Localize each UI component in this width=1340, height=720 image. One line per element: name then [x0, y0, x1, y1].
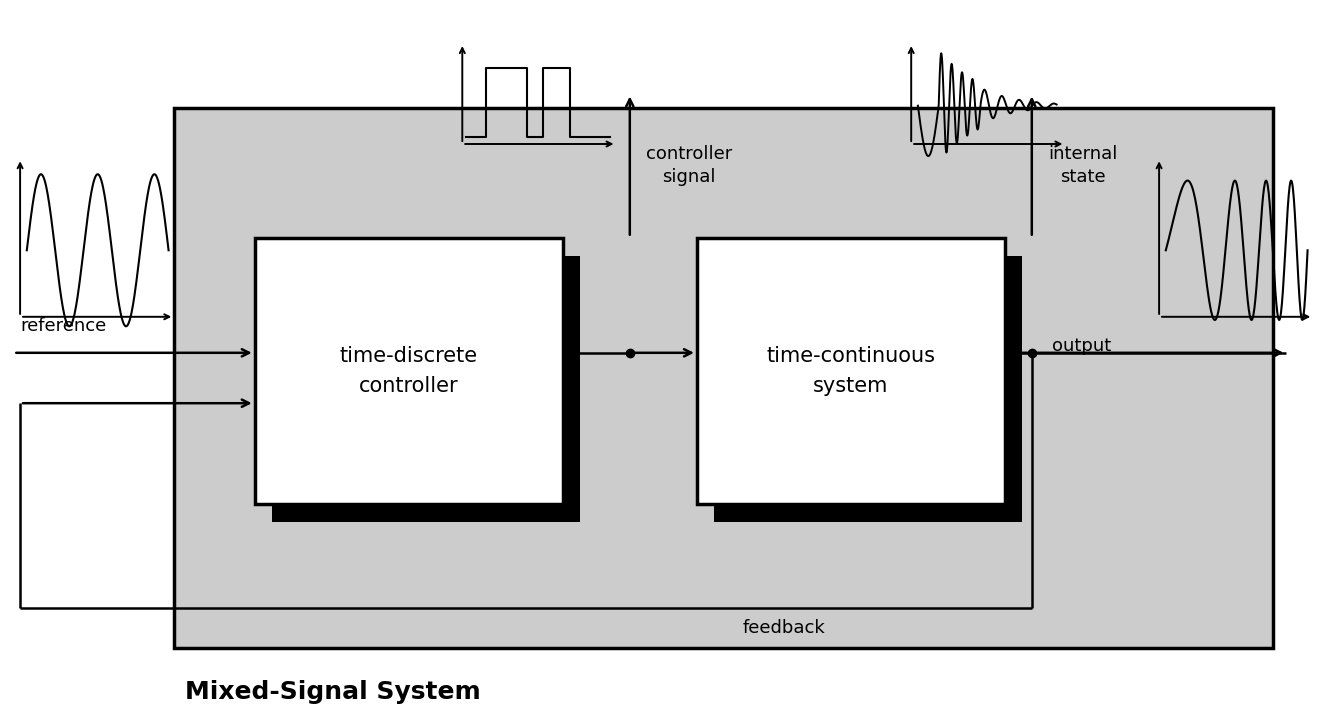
Text: internal
state: internal state [1048, 145, 1118, 186]
Bar [714, 256, 1022, 522]
Text: feedback: feedback [742, 619, 825, 637]
Text: output: output [1052, 336, 1111, 354]
Text: time-continuous
system: time-continuous system [766, 346, 935, 395]
Bar [174, 108, 1273, 648]
Bar [255, 238, 563, 504]
Text: time-discrete
controller: time-discrete controller [339, 346, 478, 395]
Text: reference: reference [20, 317, 106, 335]
Text: Mixed-Signal System: Mixed-Signal System [185, 680, 481, 704]
Bar [697, 238, 1005, 504]
Text: controller
signal: controller signal [646, 145, 732, 186]
Bar [272, 256, 580, 522]
